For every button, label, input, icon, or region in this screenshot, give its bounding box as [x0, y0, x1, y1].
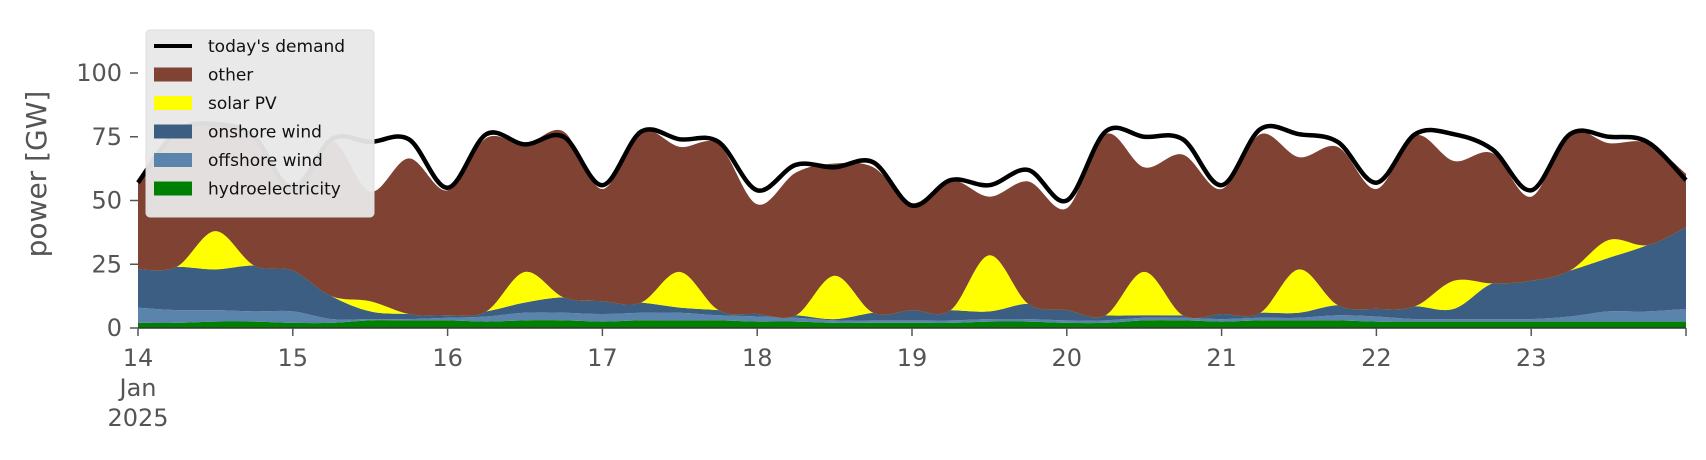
- x-tick-label-19: 19: [897, 344, 928, 372]
- x-tick-label-21: 21: [1206, 344, 1237, 372]
- legend: today's demand other solar PV onshore wind o…: [145, 29, 375, 218]
- x-tick-label-22: 22: [1361, 344, 1392, 372]
- legend-label-other: other: [208, 66, 253, 86]
- x-tick-label-15: 15: [278, 344, 309, 372]
- area-other: [138, 123, 1686, 319]
- x-tick-month-label: Jan: [118, 374, 157, 402]
- x-tick-label-23: 23: [1516, 344, 1547, 372]
- y-tick-label-0: 0: [107, 314, 122, 342]
- legend-swatch-onshore-wind: [154, 124, 192, 139]
- area-solar-pv: [138, 227, 1686, 320]
- x-tick-label-16: 16: [432, 344, 463, 372]
- legend-label-hydroelectricity: hydroelectricity: [208, 180, 341, 200]
- area-layers: [138, 123, 1686, 328]
- y-tick-label-25: 25: [91, 250, 122, 278]
- line-layers: [136, 121, 1688, 208]
- y-tick-label-75: 75: [91, 123, 122, 151]
- x-tick-label-18: 18: [742, 344, 773, 372]
- legend-label-today-s-demand: today's demand: [208, 37, 345, 57]
- x-tick-label-20: 20: [1052, 344, 1083, 372]
- y-tick-label-100: 100: [76, 59, 122, 87]
- y-axis-label: power [GW]: [20, 91, 53, 258]
- x-tick-label-17: 17: [587, 344, 618, 372]
- legend-swatch-hydroelectricity: [154, 181, 192, 196]
- area-offshore-wind: [138, 307, 1686, 324]
- area-hydroelectricity: [138, 320, 1686, 328]
- area-onshore-wind: [138, 227, 1686, 321]
- y-axis: 0 25 50 75 100: [76, 59, 138, 342]
- legend-label-offshore-wind: offshore wind: [208, 151, 323, 171]
- legend-swatch-offshore-wind: [154, 153, 192, 167]
- legend-box: [145, 29, 375, 218]
- x-tick-label-14: 14: [123, 344, 154, 372]
- y-tick-label-50: 50: [91, 187, 122, 215]
- legend-swatch-solar-pv: [154, 96, 192, 110]
- line-today-s-demand: [136, 121, 1688, 208]
- legend-swatch-other: [154, 67, 192, 82]
- legend-label-onshore-wind: onshore wind: [208, 123, 322, 143]
- x-tick-year-label: 2025: [107, 404, 168, 432]
- legend-label-solar-pv: solar PV: [208, 94, 277, 114]
